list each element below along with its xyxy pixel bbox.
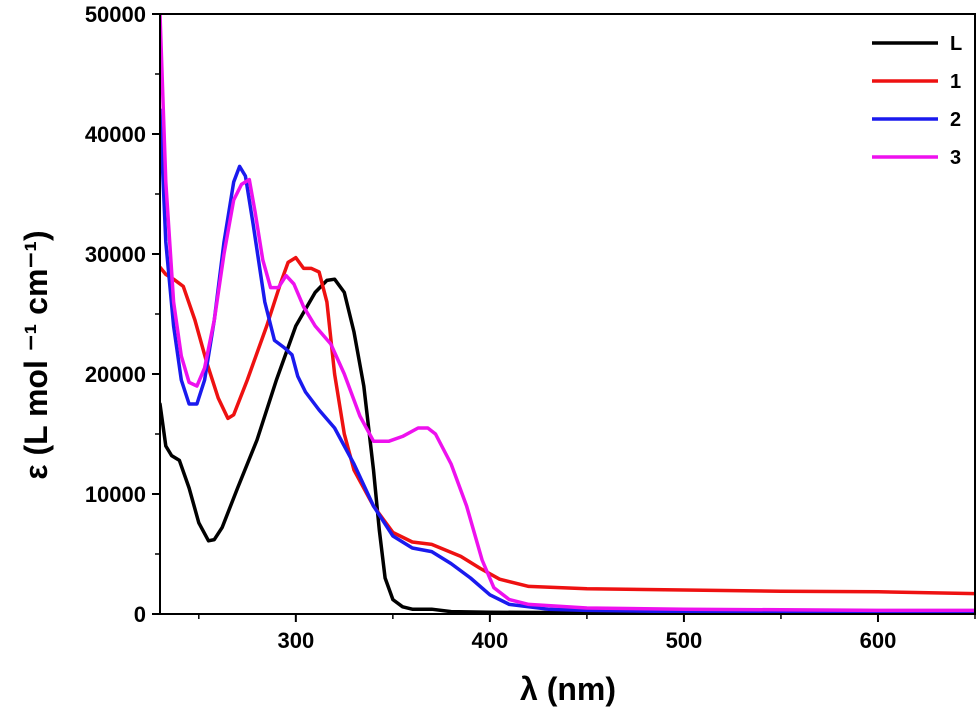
series-line-L	[160, 277, 975, 614]
legend-label-3: 3	[950, 147, 961, 169]
y-tick-label-0: 0	[134, 602, 146, 627]
plot-frame	[159, 13, 976, 615]
y-tick-label-30000: 30000	[85, 242, 146, 267]
y-tick-label-20000: 20000	[85, 362, 146, 387]
y-tick-label-40000: 40000	[85, 122, 146, 147]
x-tick-label-400: 400	[472, 628, 509, 653]
x-tick-label-500: 500	[666, 628, 703, 653]
legend-label-2: 2	[950, 109, 961, 131]
legend-label-1: 1	[950, 71, 961, 93]
y-axis-title: ε (L mol ⁻¹ cm⁻¹)	[18, 230, 54, 479]
series-line-2	[160, 108, 975, 614]
series-line-3	[160, 14, 975, 613]
y-tick-label-10000: 10000	[85, 482, 146, 507]
x-axis-title: λ (nm)	[520, 671, 616, 707]
legend: L 1 2 3	[872, 33, 962, 169]
x-tick-label-300: 300	[277, 628, 314, 653]
legend-label-L: L	[950, 33, 962, 55]
series-line-1	[160, 255, 975, 596]
series-layer	[160, 14, 975, 614]
y-tick-label-50000: 50000	[85, 2, 146, 27]
axes-layer: 300 400 500 600 0 10000 20000 30000 40000 50000	[85, 2, 976, 653]
x-tick-label-600: 600	[860, 628, 897, 653]
